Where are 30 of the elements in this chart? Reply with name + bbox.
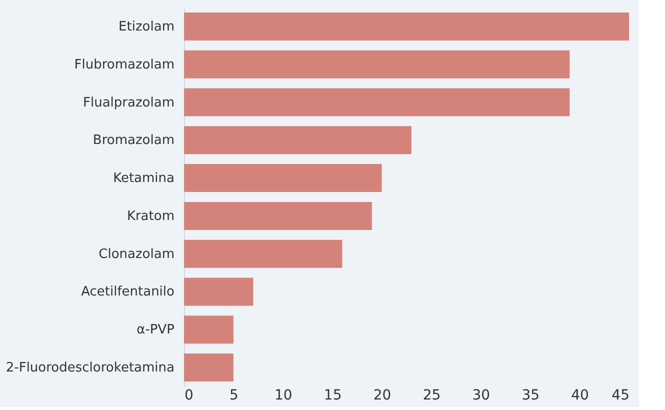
x-tick-label: 10: [274, 388, 292, 404]
x-tick-label: 40: [571, 388, 589, 404]
x-tick-label: 15: [324, 388, 342, 404]
x-tick-label: 35: [522, 388, 540, 404]
x-tick-label: 25: [422, 388, 441, 404]
bar: [184, 202, 372, 230]
bar: [184, 278, 254, 306]
y-tick-label: Clonazolam: [98, 246, 174, 262]
bar: [184, 126, 412, 154]
bar: [184, 316, 234, 344]
x-tick-label: 30: [472, 388, 490, 404]
y-tick-label: Ketamina: [113, 171, 174, 186]
bar: [184, 164, 382, 192]
bar: [184, 240, 342, 268]
y-tick-label: Bromazolam: [92, 133, 174, 148]
x-tick-label: 0: [184, 388, 194, 404]
y-tick-label: Etizolam: [118, 20, 174, 35]
y-tick-label: Kratom: [126, 208, 174, 224]
bar: [184, 12, 629, 41]
bar: [184, 88, 570, 116]
y-tick-label: Flualprazolam: [83, 95, 174, 110]
y-tick-label: 2-Fluorodescloroketamina: [6, 360, 174, 376]
y-tick-label: Acetilfentanilo: [81, 284, 175, 300]
x-tick-label: 20: [373, 388, 392, 404]
bar: [184, 50, 570, 78]
bar: [184, 353, 234, 382]
y-tick-label: α-PVP: [136, 322, 175, 338]
y-tick-label: Flubromazolam: [74, 57, 174, 72]
x-tick-label: 45: [612, 388, 630, 404]
x-tick-label: 5: [229, 388, 238, 404]
